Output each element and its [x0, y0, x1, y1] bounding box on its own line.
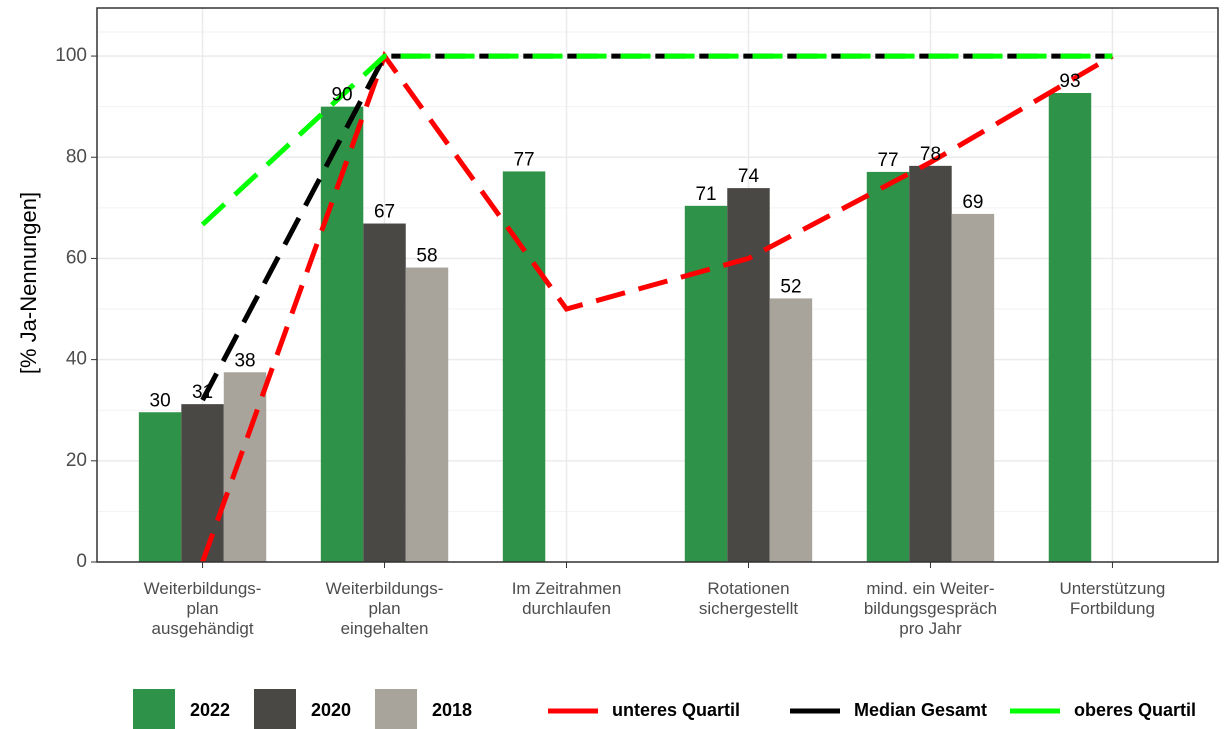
y-tick-label: 0 [76, 551, 87, 572]
legend-label: 2022 [190, 700, 230, 720]
legend-swatch [133, 689, 175, 729]
value-label: 78 [920, 144, 941, 165]
value-label: 93 [1059, 71, 1080, 92]
x-tick-label-line: Im Zeitrahmen [512, 579, 622, 598]
x-tick-label-line: eingehalten [341, 619, 429, 638]
x-tick-label-line: durchlaufen [522, 599, 611, 618]
value-label: 31 [192, 382, 213, 403]
x-tick-label: Rotationen sichergestellt [699, 579, 798, 618]
x-tick-label-line: Rotationen [707, 579, 789, 598]
x-tick-label-line: plan [368, 599, 400, 618]
y-tick-label: 20 [66, 450, 87, 471]
x-tick-label: Im Zeitrahmen durchlaufen [512, 579, 622, 618]
legend-label: 2018 [432, 700, 472, 720]
value-label: 67 [374, 202, 395, 223]
quartile-line [200, 53, 1113, 402]
x-tick-label-line: Fortbildung [1070, 599, 1155, 618]
legend-label: Median Gesamt [854, 700, 987, 720]
x-tick-label-line: mind. ein Weiter- [866, 579, 994, 598]
value-label: 58 [416, 246, 437, 267]
bar [951, 213, 995, 562]
x-tick-label-line: Unterstützung [1060, 579, 1166, 598]
legend-label: unteres Quartil [612, 700, 740, 720]
y-tick-label: 100 [55, 45, 87, 66]
bar [727, 188, 770, 563]
legend-swatch [254, 689, 296, 729]
bar [684, 205, 728, 563]
bar [866, 171, 910, 563]
x-tick-label: Weiterbildungs-plan eingehalten [326, 579, 444, 638]
x-tick-label: Weiterbildungs-plan ausgehändigt [144, 579, 262, 638]
value-label: 77 [877, 150, 898, 171]
y-tick-label: 80 [66, 146, 87, 167]
legend-label: oberes Quartil [1074, 700, 1196, 720]
bar [363, 223, 406, 563]
value-label: 71 [695, 184, 716, 205]
value-label: 69 [962, 192, 983, 213]
bar [909, 165, 952, 562]
value-label: 38 [234, 350, 255, 371]
x-tick-label: mind. ein Weiter-bildungsgespräch pro Jah… [864, 579, 997, 638]
y-axis-label: [% Ja-Nennungen] [16, 192, 41, 374]
value-label: 90 [331, 85, 352, 106]
bar [223, 372, 267, 562]
x-tick-label: Unterstützung Fortbildung [1060, 579, 1166, 618]
value-label: 77 [513, 149, 534, 170]
x-tick-label-line: Weiterbildungs- [144, 579, 262, 598]
bar [769, 298, 813, 562]
value-label: 30 [150, 390, 171, 411]
y-tick-label: 60 [66, 247, 87, 268]
legend-label: 2020 [311, 700, 351, 720]
value-label: 52 [780, 276, 801, 297]
bar [502, 171, 546, 562]
x-tick-label-line: plan [186, 599, 218, 618]
quartile-line [200, 50, 1114, 563]
x-tick-label-line: Weiterbildungs- [326, 579, 444, 598]
bar [320, 106, 364, 562]
x-tick-label-line: sichergestellt [699, 599, 798, 618]
y-tick-label: 40 [66, 349, 87, 370]
bar [405, 267, 449, 562]
x-tick-label-line: pro Jahr [899, 619, 962, 638]
bar [138, 412, 182, 562]
x-tick-label-line: bildungsgespräch [864, 599, 997, 618]
bar [1048, 92, 1092, 563]
bar [181, 404, 224, 562]
panel-border [96, 7, 1219, 563]
legend-swatch [375, 689, 417, 729]
x-tick-label-line: ausgehändigt [152, 619, 254, 638]
value-label: 74 [738, 166, 760, 187]
